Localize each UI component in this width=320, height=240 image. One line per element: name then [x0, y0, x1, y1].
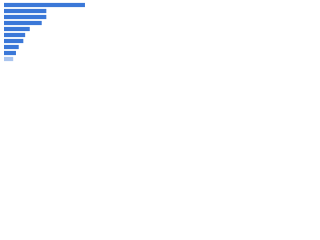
chart — [4, 2, 85, 62]
bar — [4, 44, 19, 50]
page: {"chart_data": {"type": "bar", "orientat… — [0, 0, 100, 71]
bar — [4, 50, 16, 56]
bar — [4, 14, 47, 20]
bar — [4, 20, 42, 26]
bar — [4, 38, 24, 44]
bar — [4, 2, 85, 8]
bar — [4, 56, 14, 62]
bar — [4, 32, 26, 38]
bar — [4, 26, 30, 32]
bar — [4, 8, 47, 14]
